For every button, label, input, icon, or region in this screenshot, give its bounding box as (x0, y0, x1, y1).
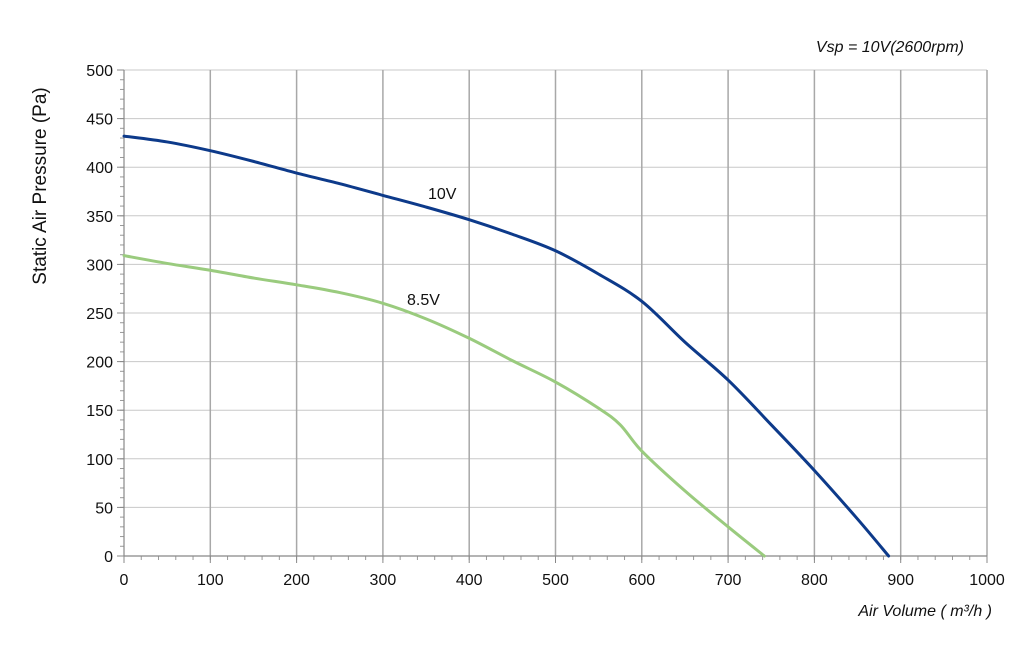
x-tick-label: 600 (628, 572, 655, 589)
x-tick-label: 0 (120, 572, 129, 589)
tick-labels: 0 50 100 150 200 250 300 350 400 450 500 0 100 200 300… (86, 63, 1005, 589)
x-tick-label: 100 (197, 572, 224, 589)
x-tick-label: 800 (801, 572, 828, 589)
grid-lines (124, 69, 988, 556)
y-tick-label: 450 (86, 112, 113, 129)
x-tick-label: 700 (715, 572, 742, 589)
series-label-0: 10V (428, 186, 457, 203)
series-label-1: 8.5V (407, 292, 440, 309)
y-tick-label: 250 (86, 306, 113, 323)
series-line-1 (122, 254, 766, 558)
y-axis-title: Static Air Pressure (Pa) (30, 87, 51, 284)
y-tick-label: 100 (86, 452, 113, 469)
y-tick-label: 0 (104, 549, 113, 566)
y-tick-label: 150 (86, 403, 113, 420)
x-tick-label: 1000 (969, 572, 1005, 589)
axes (117, 69, 988, 563)
x-tick-label: 500 (542, 572, 569, 589)
y-tick-label: 400 (86, 160, 113, 177)
x-tick-label: 900 (887, 572, 914, 589)
y-tick-label: 50 (95, 500, 113, 517)
y-tick-label: 200 (86, 355, 113, 372)
series-line-0 (122, 134, 891, 558)
series-lines (122, 134, 891, 558)
series-labels: 10V 8.5V (407, 186, 457, 309)
annotation-text: Vsp = 10V(2600rpm) (816, 39, 964, 56)
x-tick-label: 400 (456, 572, 483, 589)
x-tick-label: 300 (370, 572, 397, 589)
y-tick-label: 350 (86, 209, 113, 226)
y-tick-label: 300 (86, 257, 113, 274)
x-axis-title: Air Volume ( m³/h ) (857, 603, 992, 620)
y-tick-label: 500 (86, 63, 113, 80)
minor-ticks (120, 69, 988, 560)
x-tick-label: 200 (283, 572, 310, 589)
